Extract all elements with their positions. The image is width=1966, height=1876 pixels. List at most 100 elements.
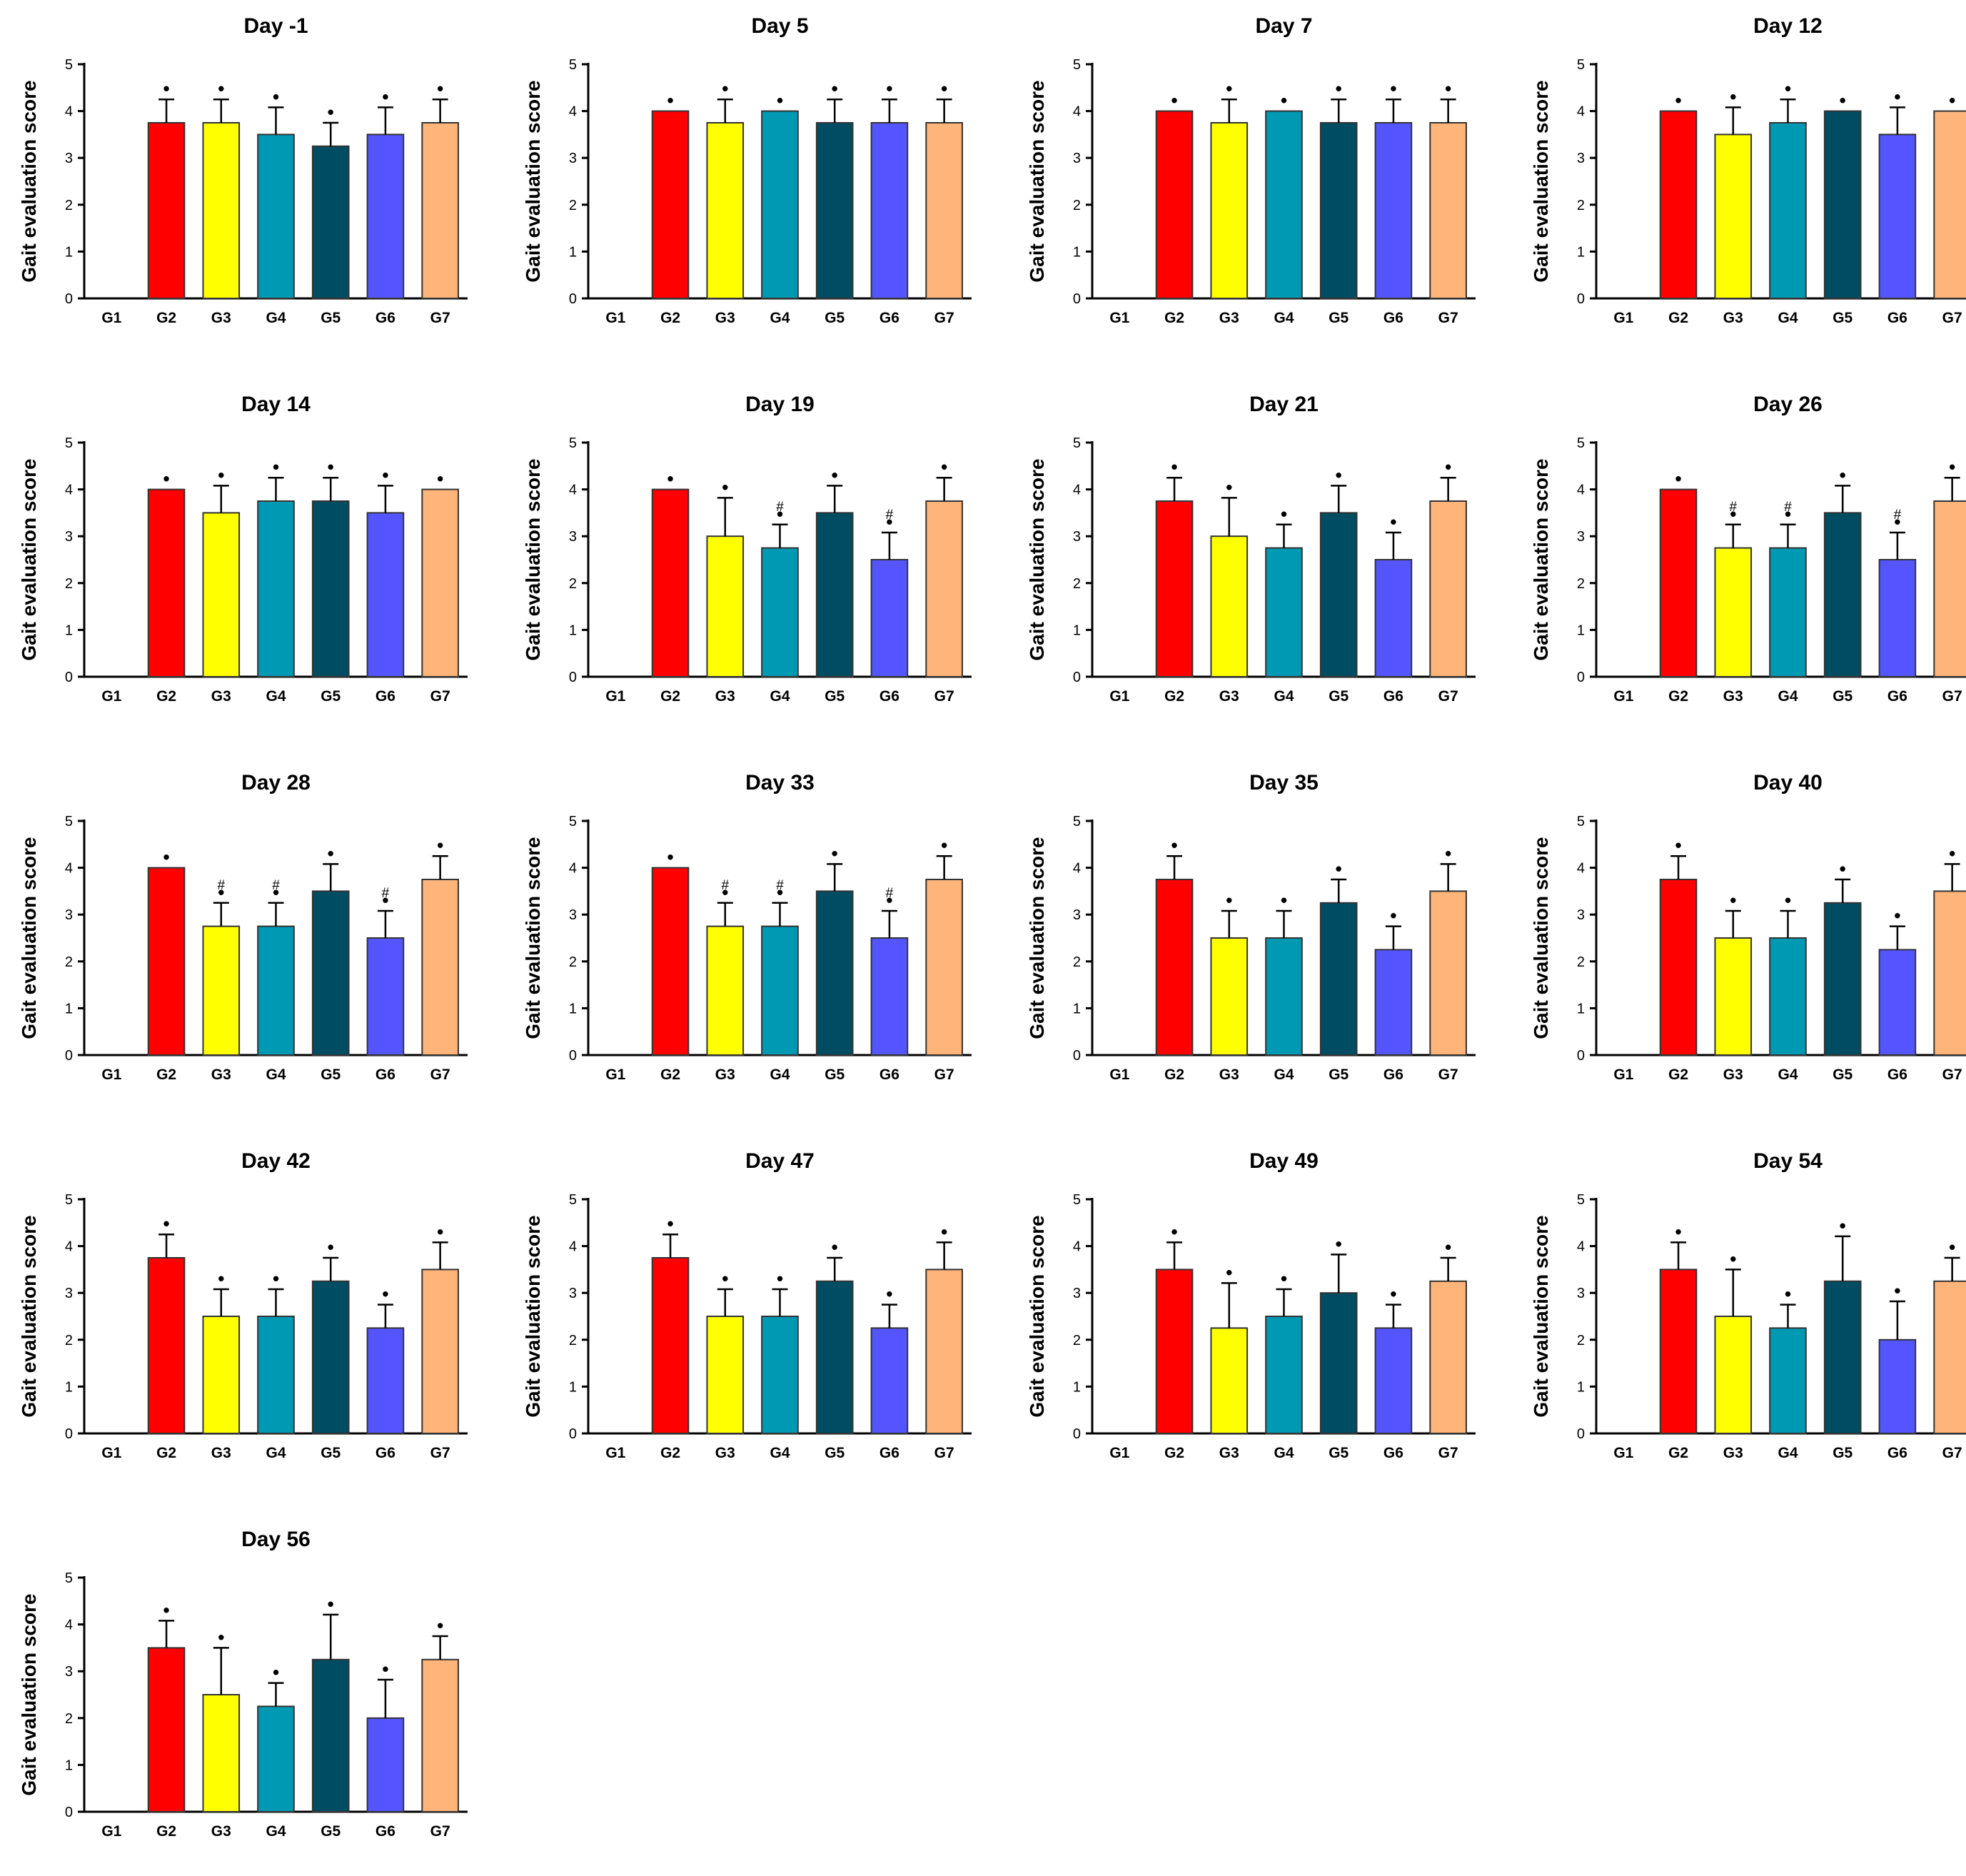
chart-title: Day 49 <box>1249 1149 1319 1173</box>
x-tick-label: G3 <box>715 1066 735 1083</box>
bar-g7 <box>421 879 459 1056</box>
bar-g4 <box>257 925 295 1056</box>
x-tick-label: G2 <box>1668 1445 1688 1461</box>
significance-marker: • <box>1840 90 1846 111</box>
bar-chart: Day 19 Gait evaluation score 0 1 2 3 4 5 G1 G2 • G3… <box>522 393 972 705</box>
y-tick-label: 4 <box>569 483 577 498</box>
y-tick-label: 1 <box>1577 622 1585 638</box>
bar-g6 <box>1878 133 1917 299</box>
significance-marker: • <box>1894 1280 1900 1301</box>
x-tick-label: G4 <box>770 1445 790 1461</box>
x-tick-label: G5 <box>1833 1066 1852 1083</box>
y-tick-label: 1 <box>65 622 73 638</box>
chart-panel: Day 40 Gait evaluation score 0 1 2 3 4 5 G1 G2 • G3… <box>1512 757 1966 1119</box>
x-tick-label: G1 <box>1109 1445 1129 1461</box>
y-tick-label: 0 <box>1577 291 1585 307</box>
significance-marker: • <box>273 456 279 478</box>
x-tick-label: G5 <box>321 688 341 705</box>
x-tick-label: G3 <box>715 310 735 326</box>
y-tick-label: 5 <box>569 1192 577 1208</box>
bar-g4 <box>1769 122 1807 299</box>
y-tick-label: 3 <box>65 1286 73 1301</box>
y-tick-label: 3 <box>65 1664 73 1680</box>
y-tick-label: 0 <box>1577 1048 1585 1064</box>
significance-marker: • <box>1730 889 1736 911</box>
x-tick-label: G6 <box>375 688 395 705</box>
x-tick-label: G1 <box>1613 1066 1633 1083</box>
hash-marker: # <box>776 878 784 893</box>
y-tick-label: 3 <box>569 151 577 166</box>
bar-g5 <box>311 890 350 1056</box>
significance-marker: • <box>667 1213 674 1234</box>
significance-marker: • <box>832 1236 838 1258</box>
bar-g7 <box>925 122 963 299</box>
chart-panel: Day 26 Gait evaluation score 0 1 2 3 4 5 G1 G2 • G3… <box>1512 378 1966 741</box>
bar-g7 <box>1429 122 1467 299</box>
significance-marker: • <box>437 1615 443 1636</box>
bar-g7 <box>1429 1280 1467 1434</box>
y-tick-label: 1 <box>65 244 73 260</box>
y-axis-label: Gait evaluation score <box>18 80 40 282</box>
y-tick-label: 3 <box>569 529 577 545</box>
significance-marker: • <box>273 86 279 107</box>
chart-title: Day 26 <box>1753 393 1823 416</box>
y-tick-label: 4 <box>1577 104 1585 120</box>
x-tick-label: G1 <box>1613 310 1633 326</box>
x-tick-label: G6 <box>879 1445 899 1461</box>
significance-marker: • <box>163 1213 170 1234</box>
y-tick-label: 5 <box>1577 814 1585 829</box>
significance-marker: • <box>273 1662 279 1683</box>
y-tick-label: 3 <box>1577 1286 1585 1301</box>
x-tick-label: G6 <box>879 1066 899 1083</box>
bar-g7 <box>1933 1280 1966 1434</box>
y-tick-label: 4 <box>1577 861 1585 877</box>
significance-marker: • <box>1730 1248 1736 1269</box>
x-tick-label: G2 <box>660 688 680 705</box>
x-tick-label: G7 <box>430 1823 450 1840</box>
bar-g3 <box>202 512 241 677</box>
bar-g3 <box>202 1694 241 1812</box>
bar-chart: Day 14 Gait evaluation score 0 1 2 3 4 5 G1 G2 • G3… <box>18 393 468 705</box>
significance-marker: • <box>1445 456 1451 478</box>
y-tick-label: 2 <box>1577 954 1585 970</box>
significance-marker: • <box>1840 464 1846 485</box>
significance-marker: • <box>1675 834 1682 856</box>
bar-g6 <box>870 1327 909 1434</box>
x-tick-label: G4 <box>1274 1066 1294 1083</box>
significance-marker: • <box>1226 889 1232 911</box>
chart-title: Day 19 <box>745 393 815 416</box>
y-tick-label: 4 <box>1073 483 1081 498</box>
bar-g6 <box>1878 559 1917 677</box>
x-tick-label: G2 <box>1164 1445 1184 1461</box>
bar-g4 <box>1769 1327 1807 1434</box>
y-tick-label: 5 <box>65 57 73 73</box>
bar-g5 <box>311 145 350 299</box>
x-tick-label: G6 <box>375 1445 395 1461</box>
significance-marker: • <box>163 847 170 868</box>
bar-chart: Day 21 Gait evaluation score 0 1 2 3 4 5 G1 G2 • G3… <box>1026 393 1476 705</box>
bar-g2 <box>1155 110 1194 299</box>
x-tick-label: G1 <box>1109 1066 1129 1083</box>
chart-panel: Day 33 Gait evaluation score 0 1 2 3 4 5 G1 G2 • G3… <box>504 757 989 1119</box>
x-tick-label: G5 <box>321 1066 341 1083</box>
x-tick-label: G1 <box>101 688 121 705</box>
x-tick-label: G5 <box>321 1823 341 1840</box>
y-tick-label: 5 <box>1577 1192 1585 1208</box>
y-tick-label: 2 <box>65 1333 73 1348</box>
y-tick-label: 1 <box>1073 1001 1081 1017</box>
x-tick-label: G5 <box>1833 1445 1852 1461</box>
x-tick-label: G2 <box>660 310 680 326</box>
y-axis-label: Gait evaluation score <box>1026 1215 1048 1417</box>
significance-marker: • <box>1281 90 1287 111</box>
bar-g4 <box>1265 547 1303 677</box>
bar-g7 <box>925 879 963 1056</box>
bar-g2 <box>1659 879 1698 1056</box>
significance-marker: • <box>218 1626 224 1648</box>
chart-title: Day 35 <box>1249 771 1319 795</box>
y-tick-label: 0 <box>65 291 73 307</box>
significance-marker: • <box>328 842 334 864</box>
x-tick-label: G1 <box>605 1445 625 1461</box>
significance-marker: • <box>1171 834 1178 856</box>
bar-g4 <box>257 500 295 677</box>
